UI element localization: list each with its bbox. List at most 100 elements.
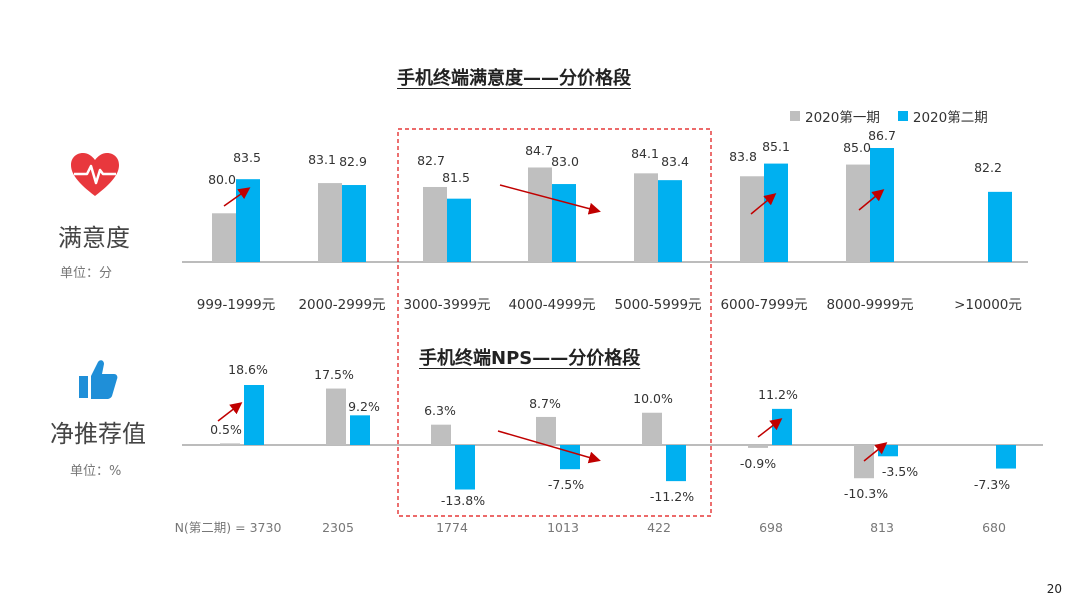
nps-data-label-s2-4: -11.2% (650, 489, 694, 504)
satisfaction-bar-s1-1 (318, 183, 342, 262)
nps-data-label-s1-0: 0.5% (210, 422, 242, 437)
satisfaction-x-tick-7: >10000元 (954, 297, 1022, 313)
satisfaction-x-tick-1: 2000-2999元 (298, 297, 385, 313)
satisfaction-bar-s2-0 (236, 179, 260, 262)
satisfaction-bar-s2-6 (870, 148, 894, 262)
satisfaction-data-label-s1-0: 80.0 (208, 172, 236, 187)
nps-bar-s1-4 (642, 412, 662, 445)
nps-data-label-s2-1: 9.2% (348, 399, 380, 414)
nps-data-label-s1-3: 8.7% (529, 396, 561, 411)
nps-bar-s1-3 (536, 416, 556, 445)
nps-sample-size-3: 1013 (547, 520, 579, 535)
nps-unit: 单位：% (70, 464, 122, 479)
satisfaction-up-arrow-0 (223, 187, 251, 207)
satisfaction-data-label-s1-3: 84.7 (525, 143, 553, 158)
nps-bar-s1-0 (220, 443, 240, 445)
satisfaction-bar-s1-2 (423, 186, 447, 262)
nps-bar-s1-1 (326, 388, 346, 445)
satisfaction-down-arrow (499, 184, 601, 215)
nps-bar-s1-2 (431, 424, 451, 445)
nps-up-arrow-0 (217, 402, 243, 422)
nps-sample-size-0: N(第二期) = 3730 (175, 520, 282, 535)
nps-bar-s2-0 (244, 385, 264, 445)
nps-bar-s2-2 (455, 445, 475, 490)
nps-data-label-s1-4: 10.0% (633, 391, 673, 406)
satisfaction-up-arrow-6 (858, 189, 885, 211)
satisfaction-data-label-s2-6: 86.7 (868, 128, 896, 143)
satisfaction-bar-s1-3 (528, 167, 552, 262)
satisfaction-bar-s2-7 (988, 191, 1012, 262)
nps-bar-s2-1 (350, 415, 370, 445)
nps-data-label-s2-5: 11.2% (758, 387, 798, 402)
nps-data-label-s1-2: 6.3% (424, 403, 456, 418)
nps-down-arrow (497, 430, 601, 464)
satisfaction-data-label-s1-1: 83.1 (308, 152, 336, 167)
nps-data-label-s2-6: -3.5% (882, 464, 918, 479)
nps-label: 净推荐值 (50, 420, 146, 448)
nps-sample-size-4: 422 (647, 520, 671, 535)
satisfaction-x-tick-5: 6000-7999元 (720, 297, 807, 313)
nps-up-arrow-6 (863, 442, 888, 462)
satisfaction-x-tick-3: 4000-4999元 (508, 297, 595, 313)
satisfaction-bar-s1-0 (212, 213, 236, 262)
satisfaction-bar-s2-1 (342, 185, 366, 262)
legend: 2020第一期 2020第二期 (790, 106, 988, 126)
nps-bar-s2-3 (560, 445, 580, 470)
satisfaction-x-tick-2: 3000-3999元 (403, 297, 490, 313)
satisfaction-bar-s2-5 (764, 163, 788, 262)
legend-label-series2: 2020第二期 (912, 110, 988, 126)
legend-label-series1: 2020第一期 (805, 110, 880, 126)
satisfaction-x-tick-4: 5000-5999元 (614, 297, 701, 313)
nps-chart-title: 手机终端NPS——分价格段 (419, 348, 641, 369)
nps-bar-s2-6 (878, 445, 898, 457)
nps-bar-s2-7 (996, 445, 1016, 469)
satisfaction-bar-s2-2 (447, 198, 471, 262)
nps-sample-size-1: 2305 (322, 520, 354, 535)
nps-bar-s2-5 (772, 408, 792, 445)
nps-data-label-s1-6: -10.3% (844, 486, 888, 501)
satisfaction-x-tick-6: 8000-9999元 (826, 297, 913, 313)
legend-item-series1: 2020第一期 (790, 106, 880, 126)
nps-sample-size-5: 698 (759, 520, 783, 535)
satisfaction-bar-s1-6 (846, 164, 870, 262)
satisfaction-data-label-s2-3: 83.0 (551, 154, 579, 169)
satisfaction-bar-s2-3 (552, 184, 576, 262)
page-number: 20 (1046, 582, 1062, 596)
satisfaction-bar-s2-4 (658, 180, 682, 262)
nps-bar-s1-6 (854, 445, 874, 479)
satisfaction-up-arrow-5 (750, 193, 777, 215)
nps-bar-s1-5 (748, 445, 768, 448)
satisfaction-data-label-s1-5: 83.8 (729, 149, 757, 164)
satisfaction-data-label-s2-1: 82.9 (339, 154, 367, 169)
satisfaction-chart-title: 手机终端满意度——分价格段 (397, 68, 631, 89)
satisfaction-label: 满意度 (58, 224, 130, 252)
heart-pulse-icon (71, 153, 119, 196)
nps-data-label-s2-0: 18.6% (228, 362, 268, 377)
satisfaction-data-label-s2-7: 82.2 (974, 160, 1002, 175)
nps-sample-size-2: 1774 (436, 520, 468, 535)
nps-bar-s2-4 (666, 445, 686, 482)
satisfaction-bar-s1-4 (634, 173, 658, 262)
nps-sample-size-7: 680 (982, 520, 1006, 535)
legend-swatch-series1 (790, 111, 800, 121)
nps-up-arrow-5 (757, 418, 783, 438)
nps-data-label-s2-2: -13.8% (441, 493, 485, 508)
nps-data-label-s2-7: -7.3% (974, 477, 1010, 492)
legend-item-series2: 2020第二期 (897, 106, 988, 126)
nps-data-label-s2-3: -7.5% (548, 477, 584, 492)
highlight-box (397, 128, 712, 517)
satisfaction-bar-s1-5 (740, 176, 764, 262)
nps-data-label-s1-5: -0.9% (740, 456, 776, 471)
satisfaction-unit: 单位：分 (60, 266, 113, 281)
satisfaction-data-label-s2-0: 83.5 (233, 150, 261, 165)
nps-sample-size-6: 813 (870, 520, 894, 535)
satisfaction-data-label-s2-5: 85.1 (762, 139, 790, 154)
satisfaction-x-tick-0: 999-1999元 (197, 297, 276, 313)
satisfaction-data-label-s2-4: 83.4 (661, 154, 689, 169)
nps-data-label-s1-1: 17.5% (314, 367, 354, 382)
thumbs-up-icon (79, 360, 118, 399)
satisfaction-data-label-s1-4: 84.1 (631, 146, 659, 161)
satisfaction-data-label-s2-2: 81.5 (442, 170, 470, 185)
satisfaction-data-label-s1-2: 82.7 (417, 153, 445, 168)
